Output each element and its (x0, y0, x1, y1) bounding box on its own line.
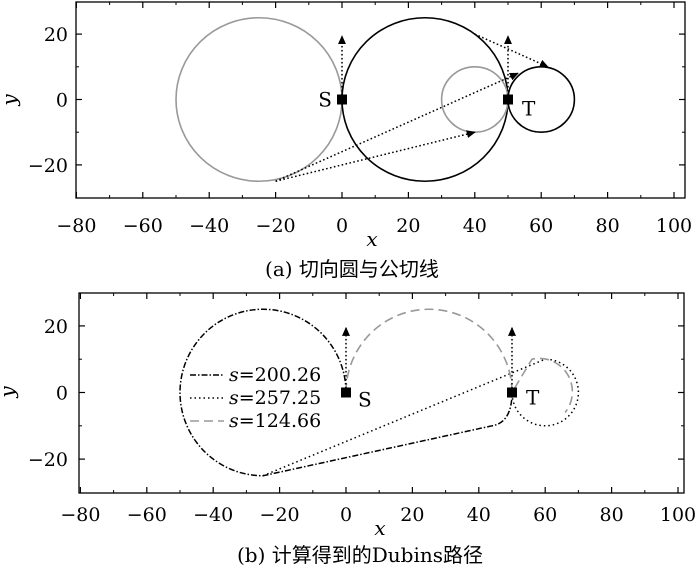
x-tick-label: 60 (533, 504, 557, 526)
legend-label: s=200.26 (229, 364, 321, 386)
x-tick-label: 40 (463, 215, 487, 237)
x-tick-label: −80 (60, 504, 100, 526)
waypoint-label-t: T (522, 97, 536, 121)
legend-value: =124.66 (239, 410, 321, 432)
series-line (345, 308, 574, 413)
tangent-circle (507, 66, 576, 134)
y-tick-label: 20 (44, 316, 68, 338)
x-axis-label: x (374, 516, 385, 540)
axis-ticks: −80 −60 −40 −20 0 20 40 60 80 100 −20 0 20 (28, 293, 696, 526)
x-tick-label: 80 (600, 504, 624, 526)
waypoint-marker (341, 387, 351, 398)
x-tick-label: −80 (56, 215, 96, 237)
y-tick-label: −20 (28, 449, 68, 471)
plot-frame (78, 292, 685, 494)
waypoint-label-s: S (318, 88, 332, 112)
tangent-circle (341, 16, 509, 183)
legend-prefix: s (229, 387, 239, 409)
y-axis-label: y (0, 94, 21, 107)
x-tick-label: −40 (193, 504, 233, 526)
legend-value: =200.26 (239, 364, 321, 386)
x-tick-label: 80 (596, 215, 620, 237)
x-tick-label: 40 (467, 504, 491, 526)
waypoint-marker (503, 94, 513, 105)
legend-prefix: s (229, 410, 239, 432)
x-tick-label: −60 (127, 504, 167, 526)
legend: s=200.26s=257.25s=124.66 (190, 364, 321, 432)
tangent-line (275, 72, 519, 182)
waypoint-label-t: T (526, 386, 540, 410)
legend-label: s=124.66 (229, 410, 321, 432)
caption: (b) 计算得到的Dubins路径 (237, 543, 483, 567)
legend-prefix: s (229, 364, 239, 386)
tangent-line (474, 33, 549, 68)
series-line (179, 308, 513, 477)
x-tick-label: −60 (123, 215, 163, 237)
tangent-line (275, 130, 476, 182)
x-tick-label: 0 (336, 215, 348, 237)
legend-label: s=257.25 (229, 387, 321, 409)
x-tick-label: −20 (256, 215, 296, 237)
x-tick-label: 100 (660, 504, 696, 526)
tangent-circle (175, 16, 343, 183)
x-tick-label: −40 (189, 215, 229, 237)
legend-value: =257.25 (239, 387, 321, 409)
axis-ticks: −80 −60 −40 −20 0 20 40 60 80 100 −20 0 20 (28, 2, 692, 237)
y-tick-label: 0 (56, 90, 68, 112)
waypoint-label-s: S (358, 388, 372, 412)
y-tick-label: −20 (28, 155, 68, 177)
x-axis-label: x (366, 227, 377, 251)
waypoint-marker (337, 94, 347, 105)
x-tick-label: 0 (340, 504, 352, 526)
x-tick-label: 60 (529, 215, 553, 237)
x-tick-label: 20 (396, 215, 420, 237)
y-tick-label: 20 (44, 24, 68, 46)
x-tick-label: −20 (260, 504, 300, 526)
y-tick-label: 0 (56, 383, 68, 405)
caption: (a) 切向圆与公切线 (265, 257, 439, 281)
tangent-circle (440, 66, 509, 134)
waypoint-marker (507, 387, 517, 398)
x-tick-label: 20 (400, 504, 424, 526)
y-axis-label: y (0, 386, 19, 399)
x-tick-label: 100 (656, 215, 692, 237)
